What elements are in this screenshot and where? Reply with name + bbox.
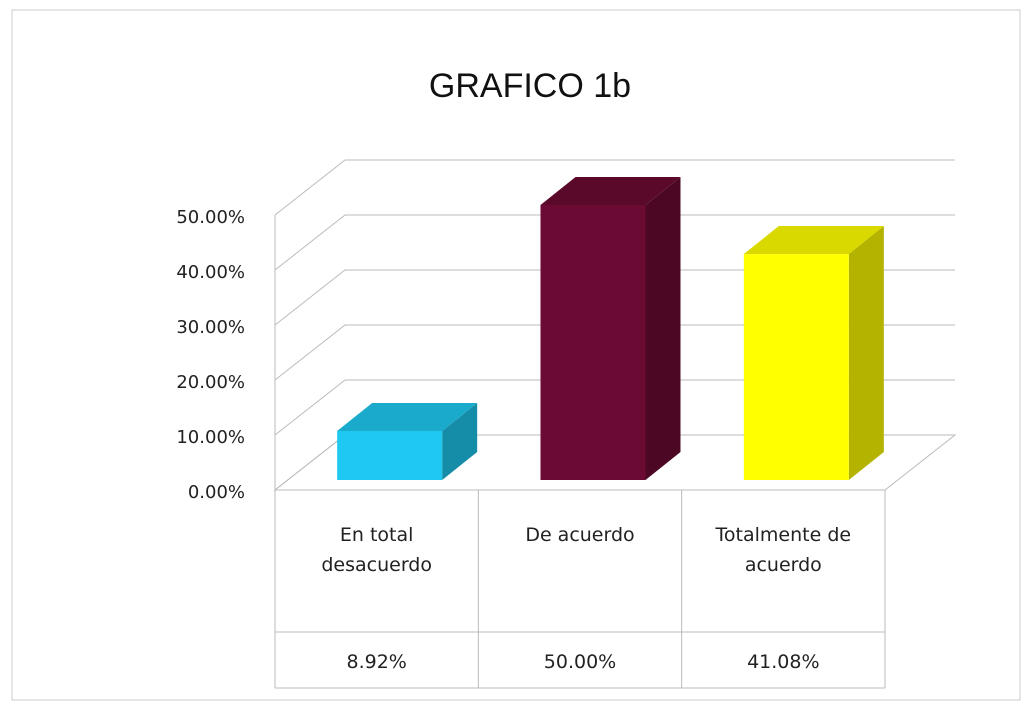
category-label: Totalmente de acuerdo [715, 524, 852, 576]
bar [540, 205, 646, 480]
bar [743, 254, 849, 480]
y-tick-label: 10.00% [176, 427, 245, 448]
category-label: De acuerdo [525, 524, 635, 546]
bar-side [442, 402, 478, 480]
grid-line [274, 214, 955, 271]
bar-side [848, 226, 884, 480]
bar-top [540, 177, 681, 205]
value-label: 8.92% [346, 651, 407, 673]
bar-top [337, 402, 478, 431]
y-tick-label: 40.00% [176, 262, 245, 283]
bar-top [743, 226, 884, 255]
y-tick-label: 0.00% [188, 482, 245, 503]
value-label: 50.00% [543, 651, 617, 673]
bar [337, 430, 443, 480]
y-tick-label: 50.00% [176, 207, 245, 228]
category-label: En total desacuerdo [321, 524, 432, 576]
value-label: 41.08% [747, 651, 820, 673]
y-tick-label: 30.00% [176, 317, 245, 338]
grid-line [274, 159, 955, 216]
chart-title: GRAFICO 1b [429, 67, 631, 105]
frame [11, 9, 1021, 701]
bar-side [645, 177, 681, 480]
y-tick-label: 20.00% [176, 372, 245, 393]
